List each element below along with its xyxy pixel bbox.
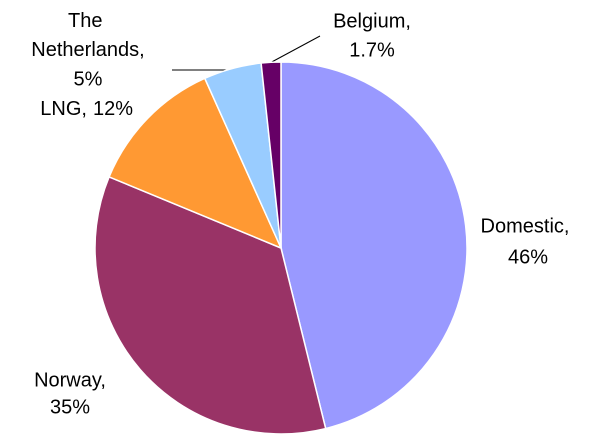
label-line: The <box>68 10 108 32</box>
value-label: 1.7% <box>349 39 395 61</box>
value-label: 35% <box>50 396 90 418</box>
pie-slice <box>280 61 468 430</box>
leader-line <box>267 35 321 65</box>
category-label: Belgium, <box>333 10 411 32</box>
pie-slice <box>260 61 282 249</box>
value-label: 5% <box>74 68 103 90</box>
label-line: Netherlands, <box>31 39 144 61</box>
value-label: 12% <box>93 98 133 120</box>
value-label: 46% <box>508 246 548 268</box>
category-label: Norway, <box>34 369 106 391</box>
category-label: LNG, <box>40 98 87 120</box>
slice-label: LNG, 12% <box>40 98 133 120</box>
pie-slice <box>108 77 283 250</box>
category-label: The Netherlands, <box>31 10 144 61</box>
category-label: Domestic, <box>481 215 570 237</box>
